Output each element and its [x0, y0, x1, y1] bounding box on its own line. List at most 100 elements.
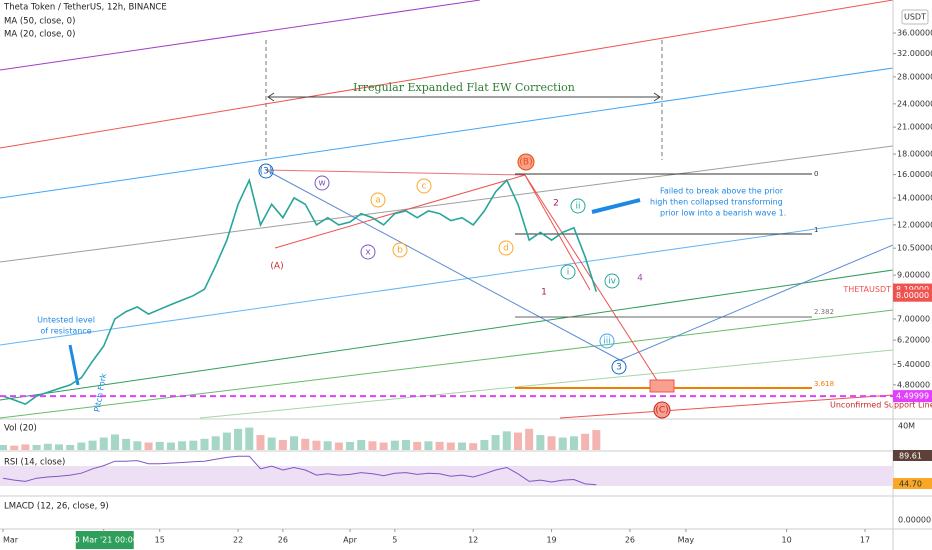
vol-tick: 40M — [898, 422, 915, 431]
wave-circle — [604, 273, 620, 289]
volume-bar — [513, 432, 522, 450]
wave-circle — [392, 242, 408, 258]
y-tick-label: 18.00000 — [897, 150, 932, 159]
x-tick-label: 10 — [782, 536, 792, 545]
volume-bar — [301, 438, 310, 450]
y-tick-label: 36.00000 — [897, 29, 932, 38]
volume-bar — [424, 441, 433, 450]
currency[interactable]: USDT — [904, 13, 926, 22]
support-price: 4.49999 — [896, 392, 929, 401]
rsi-upper: 89.61 — [899, 452, 922, 461]
volume-bar — [402, 440, 411, 450]
volume-bar — [368, 441, 377, 450]
fib-label: 1 — [814, 226, 818, 234]
x-tick-label: 26 — [278, 536, 288, 545]
volume-bar — [21, 444, 30, 450]
volume-bar — [435, 441, 444, 450]
fib-label: 2.382 — [814, 308, 834, 316]
wave-circle — [599, 333, 615, 349]
volume-bar — [43, 443, 52, 450]
volume-bar — [491, 435, 500, 450]
currency-box[interactable] — [901, 9, 929, 25]
rsi-tag — [893, 450, 932, 461]
volume-bar — [200, 438, 209, 450]
y-tick-label: 32.00000 — [897, 49, 932, 58]
volume-bar — [155, 441, 164, 450]
y-tick-label: 24.00000 — [897, 99, 932, 108]
y-tick-label: 16.00000 — [897, 170, 932, 179]
volume-bar — [390, 440, 399, 450]
y-tick-label: 28.00000 — [897, 72, 932, 81]
support-tag — [893, 390, 932, 403]
volume-bar — [547, 436, 556, 450]
wave-label: c — [422, 182, 427, 192]
annotation: Untested level — [37, 316, 95, 325]
wave-circle — [498, 240, 514, 256]
wave-circle — [360, 244, 376, 260]
x-tick-label: 15 — [155, 536, 165, 545]
volume-bar — [222, 432, 231, 450]
fib-labels: 0 1 2.382 3.618 — [814, 170, 834, 388]
volume-bar — [110, 434, 119, 450]
wave-label: iv — [608, 277, 617, 287]
volume-bar — [0, 445, 7, 450]
volume-bar — [88, 440, 97, 450]
volume-bar — [189, 440, 198, 450]
volume-bar — [245, 427, 254, 450]
wave-circle — [560, 264, 576, 280]
rsi-band — [0, 466, 893, 486]
volume-bar — [133, 441, 142, 450]
macd-tick: 0.00000 — [898, 516, 931, 525]
annotation: Unconfirmed Support Line — [830, 401, 932, 410]
rsi-lower: 44.70 — [899, 480, 922, 489]
wave-circle — [314, 175, 330, 191]
volume-bar — [77, 442, 86, 450]
y-tick-label: 7.00000 — [897, 314, 930, 323]
volume-bar — [66, 445, 75, 450]
macd-label: LMACD (12, 26, close, 9) — [4, 502, 109, 512]
x-tick-label: 12 — [468, 536, 478, 545]
volume-bar — [166, 442, 175, 450]
wave-label: d — [503, 244, 509, 254]
rsi-label: RSI (14, close) — [4, 458, 65, 468]
crosshair-date-box — [75, 531, 134, 549]
volume-bar — [211, 436, 220, 450]
wave-label: (B) — [519, 158, 532, 168]
volume-bar — [99, 437, 108, 450]
volume-bar — [144, 442, 153, 450]
series-name: THETAUSDT — [842, 285, 891, 294]
wave-label: (A) — [270, 262, 283, 272]
wave-label: 2 — [553, 199, 559, 209]
volume-bar — [480, 440, 489, 450]
x-tick-label: 5 — [392, 536, 397, 545]
y-tick-label: 9.00000 — [897, 271, 930, 280]
x-tick-label: 17 — [860, 536, 870, 545]
fib-label: 3.618 — [814, 380, 834, 388]
y-tick-label: 5.40000 — [897, 360, 930, 369]
annotation: Irregular Expanded Flat EW Correction — [353, 81, 575, 94]
y-tick-label: 14.00000 — [897, 193, 932, 202]
x-tick-label: May — [678, 536, 695, 545]
volume-bar — [122, 438, 131, 450]
volume-bar — [54, 444, 63, 450]
volume-bar — [536, 435, 545, 450]
volume-bar — [502, 431, 511, 450]
volume-bar — [334, 442, 343, 450]
volume-bar — [581, 433, 590, 450]
y-tick-label: 10.50000 — [897, 244, 932, 253]
rsi-line — [2, 455, 597, 486]
volume-bar — [10, 445, 19, 450]
wave-label: (C) — [655, 406, 668, 416]
wave-label: i — [567, 268, 570, 278]
wave-circle — [517, 153, 535, 171]
wave-circle — [258, 163, 274, 179]
volume-bar — [32, 445, 41, 450]
annotation: of resistance — [40, 327, 91, 336]
last-price: 8.19000 — [896, 285, 929, 294]
x-tick-label: Apr — [343, 536, 358, 545]
y-tick-label: 12.00000 — [897, 220, 932, 229]
volume-bar — [346, 441, 355, 450]
volume-bar — [446, 442, 455, 450]
y-tick-label: 6.20000 — [897, 336, 930, 345]
